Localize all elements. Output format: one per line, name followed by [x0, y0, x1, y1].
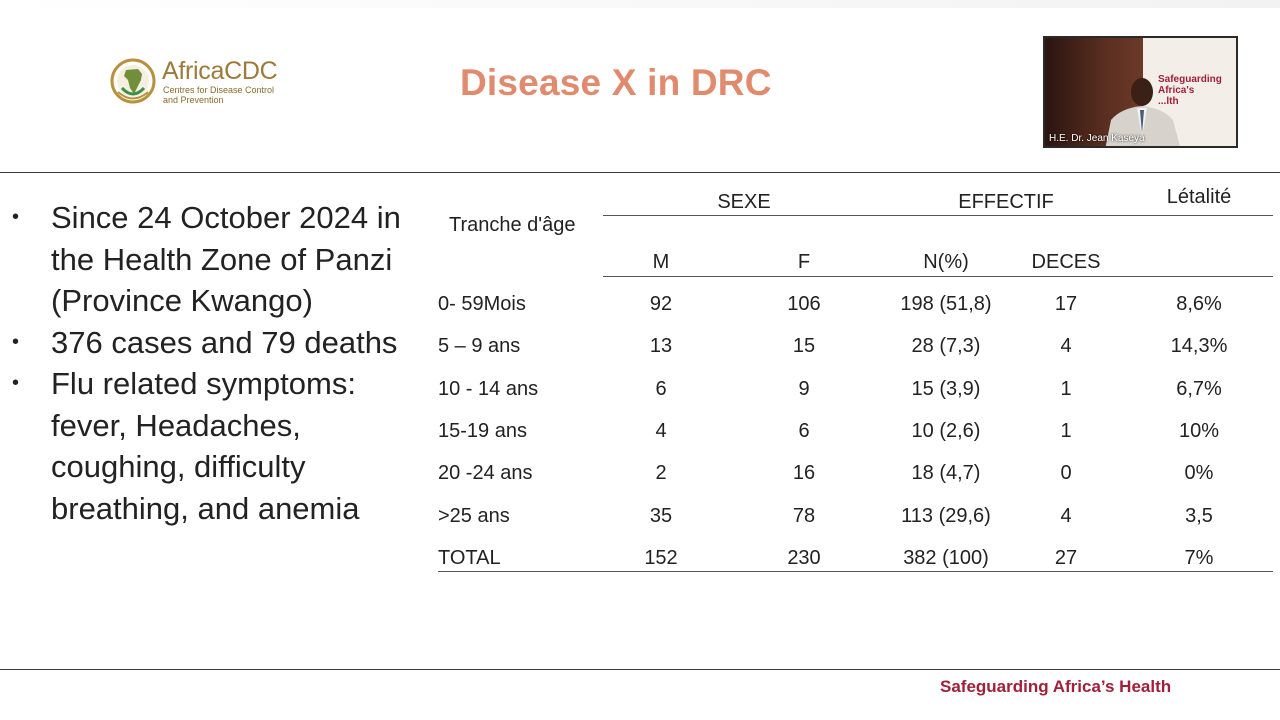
logo-name: AfricaCDC [162, 57, 278, 85]
logo-subtitle: Centres for Disease Control and Preventi… [163, 85, 303, 105]
subheader-f: F [797, 251, 811, 273]
video-banner-line3: ...lth [1158, 96, 1179, 107]
table-cell: 4 [1060, 335, 1072, 358]
table-bottom-rule [438, 571, 1273, 572]
table-row-label: 15-19 ans [438, 419, 527, 442]
speaker-caption: H.E. Dr. Jean Kaseya [1049, 133, 1145, 144]
bullet-dot: • [12, 372, 20, 394]
header-age-group: Tranche d'âge [449, 214, 576, 236]
bullet-dot: • [12, 206, 20, 228]
table-cell: 78 [792, 504, 816, 527]
table-row-label: 10 - 14 ans [438, 377, 539, 400]
speaker-video-tile[interactable]: Safeguarding Africa's ...lth H.E. Dr. Je… [1043, 36, 1238, 148]
video-banner-line2: Africa's [1158, 85, 1195, 96]
table-cell: 10 (2,6) [911, 419, 981, 442]
table-cell: 4 [1060, 504, 1072, 527]
header-divider [0, 172, 1280, 173]
footer-tagline: Safeguarding Africa’s Health [940, 677, 1172, 696]
bullet-text: Since 24 October 2024 in the Health Zone… [51, 200, 401, 318]
table-row-label: TOTAL [438, 546, 501, 569]
table-cell: 15 (3,9) [911, 377, 981, 400]
table-cell: 230 [787, 546, 821, 569]
header-effectif: EFFECTIF [958, 191, 1054, 213]
top-shade [0, 0, 1280, 8]
table-cell: 18 (4,7) [911, 462, 981, 485]
table-cell: 2 [655, 462, 667, 485]
header-letalite: Létalité [1166, 186, 1232, 208]
bullet-list: • Since 24 October 2024 in the Health Zon… [12, 197, 432, 529]
subheader-deces: DECES [1031, 251, 1101, 273]
table-cell: 15 [792, 335, 816, 358]
video-banner-text: Safeguarding Africa's ...lth [1158, 74, 1236, 107]
bullet-dot: • [12, 330, 20, 353]
table-cell: 6 [798, 419, 810, 442]
subheader-n-percent: N(%) [923, 251, 969, 273]
logo-subtitle-line1: Centres for Disease Control [163, 85, 275, 95]
slide-title: Disease X in DRC [460, 62, 772, 103]
speaker-figure-icon [1105, 78, 1180, 146]
table-cell: 9 [798, 377, 810, 400]
subheader-m: M [652, 251, 670, 273]
table-row-label: 0- 59Mois [438, 293, 526, 315]
table-cell: 7% [1184, 546, 1214, 569]
table-cell: 113 (29,6) [901, 504, 991, 527]
table-cell: 6 [655, 377, 667, 400]
table-cell: 1 [1060, 377, 1072, 400]
table-top-rule [603, 215, 1273, 216]
table-row-label: 20 -24 ans [438, 462, 533, 485]
table-cell: 92 [649, 293, 673, 315]
table-cell: 0 [1060, 462, 1072, 485]
table-cell: 10% [1178, 419, 1220, 442]
table-cell: 3,5 [1185, 504, 1213, 527]
africa-cdc-emblem-icon [110, 58, 156, 104]
bullet-text: 376 cases and 79 deaths [51, 324, 398, 360]
table-cell: 198 (51,8) [900, 293, 992, 315]
bullet-item: • Since 24 October 2024 in the Health Zon… [12, 197, 432, 322]
header-sexe: SEXE [717, 191, 771, 213]
bullet-text: Flu related symptoms: fever, Headaches, … [51, 366, 360, 526]
table-cell: 17 [1054, 293, 1078, 315]
table-cell: 0% [1184, 462, 1214, 485]
table-cell: 106 [787, 293, 821, 315]
footer-divider [0, 669, 1280, 670]
video-banner-line1: Safeguarding [1158, 74, 1222, 85]
table-row-label: 5 – 9 ans [438, 335, 521, 358]
bullet-item: • Flu related symptoms: fever, Headaches,… [12, 363, 432, 529]
table-cell: 16 [792, 462, 816, 485]
table-cell: 28 (7,3) [911, 335, 981, 358]
table-cell: 4 [655, 419, 667, 442]
table-cell: 8,6% [1176, 293, 1222, 315]
table-cell: 6,7% [1176, 377, 1222, 400]
table-cell: 152 [644, 546, 678, 569]
table-subheader-rule [603, 276, 1273, 277]
table-cell: 27 [1054, 546, 1078, 569]
table-cell: 14,3% [1170, 335, 1228, 358]
logo-subtitle-line2: and Prevention [163, 95, 224, 105]
africa-cdc-logo: AfricaCDC Centres for Disease Control an… [108, 57, 298, 108]
bullet-item: • 376 cases and 79 deaths [12, 322, 432, 364]
table-cell: 13 [649, 335, 673, 358]
table-cell: 382 (100) [903, 546, 989, 569]
table-row-label: >25 ans [438, 504, 510, 527]
table-cell: 1 [1060, 419, 1072, 442]
table-cell: 35 [649, 504, 673, 527]
